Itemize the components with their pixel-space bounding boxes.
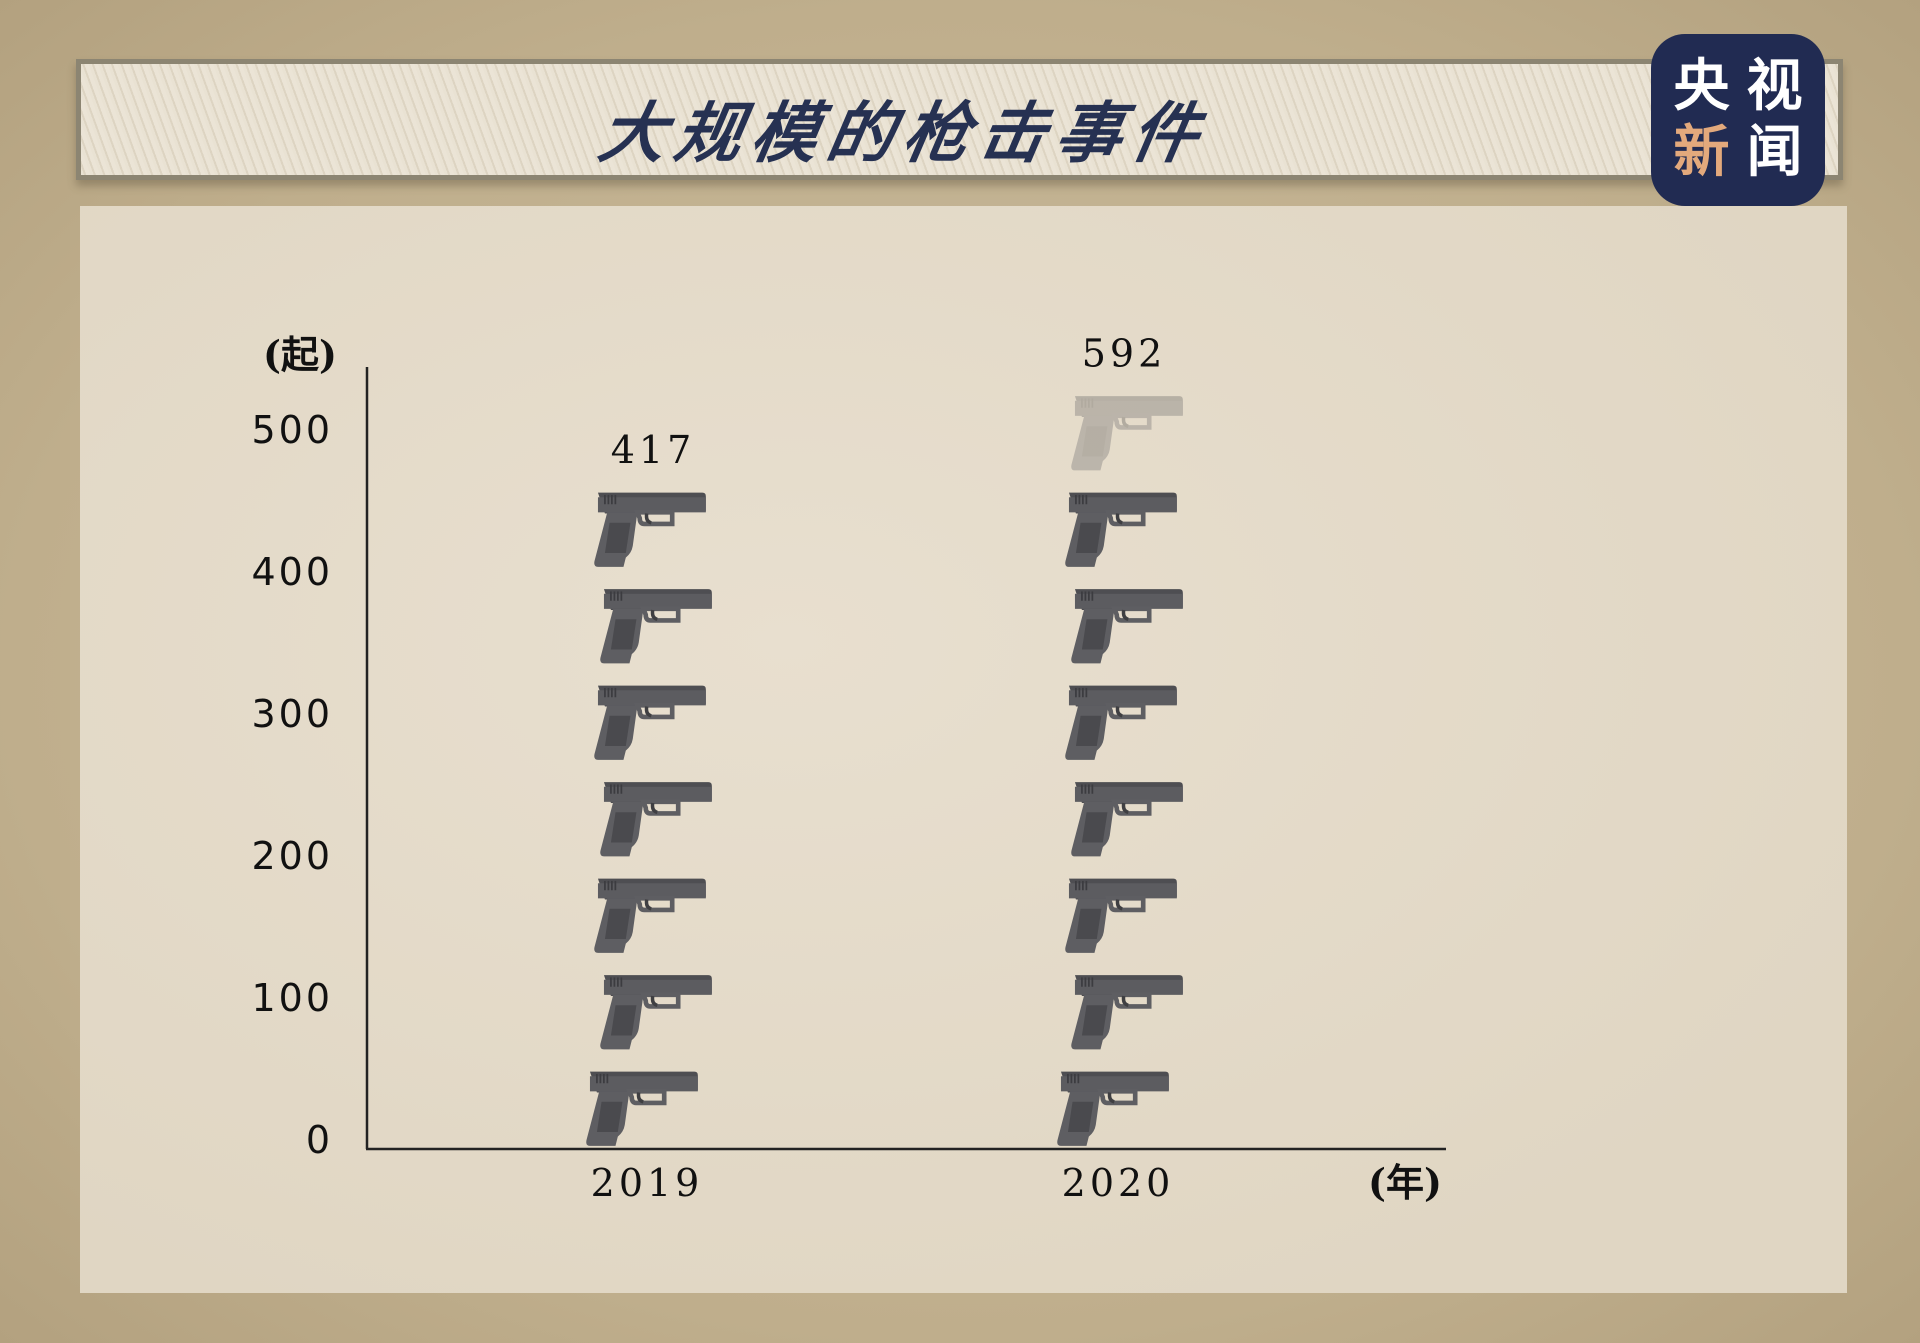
value-label: 417 [611, 428, 696, 472]
pistol-icon [1071, 589, 1183, 663]
cctv-news-logo: 央 视 新 闻 [1651, 34, 1825, 206]
pistol-icon [594, 879, 706, 953]
bar-2019: 417 2019 [586, 428, 712, 1205]
pistol-icon [600, 589, 712, 663]
pistol-icon [1065, 686, 1177, 760]
y-tick-label: 400 [251, 550, 333, 594]
pistol-icon [594, 493, 706, 567]
logo-char: 新 [1673, 120, 1730, 185]
chart-panel [80, 206, 1847, 1293]
pistol-icon [1071, 975, 1183, 1049]
y-tick-label: 200 [251, 834, 333, 878]
logo-char: 央 [1673, 54, 1730, 119]
logo-char: 视 [1746, 54, 1803, 119]
pistol-icon [600, 782, 712, 856]
pistol-icon [1071, 782, 1183, 856]
y-tick-label: 500 [251, 408, 333, 452]
x-axis-unit: (年) [1368, 1160, 1442, 1205]
y-axis-unit: (起) [263, 332, 337, 377]
pistol-icon [1071, 396, 1183, 470]
pistol-icon [594, 686, 706, 760]
logo-char: 闻 [1746, 120, 1803, 185]
y-tick-label: 0 [306, 1118, 333, 1162]
pistol-icon [600, 975, 712, 1049]
x-tick-label: 2019 [591, 1161, 704, 1205]
axes [365, 367, 1446, 1151]
x-tick-label: 2020 [1062, 1161, 1175, 1205]
pistol-icon [1057, 1072, 1169, 1146]
pistol-icon [1065, 879, 1177, 953]
pistol-icon [586, 1072, 698, 1146]
bar-2020: 592 2020 [1057, 332, 1183, 1205]
value-label: 592 [1082, 332, 1167, 376]
title-bar: 大规模的枪击事件 [76, 59, 1843, 180]
pistol-icon [1065, 493, 1177, 567]
y-tick-label: 300 [251, 692, 333, 736]
y-tick-label: 100 [251, 976, 333, 1020]
